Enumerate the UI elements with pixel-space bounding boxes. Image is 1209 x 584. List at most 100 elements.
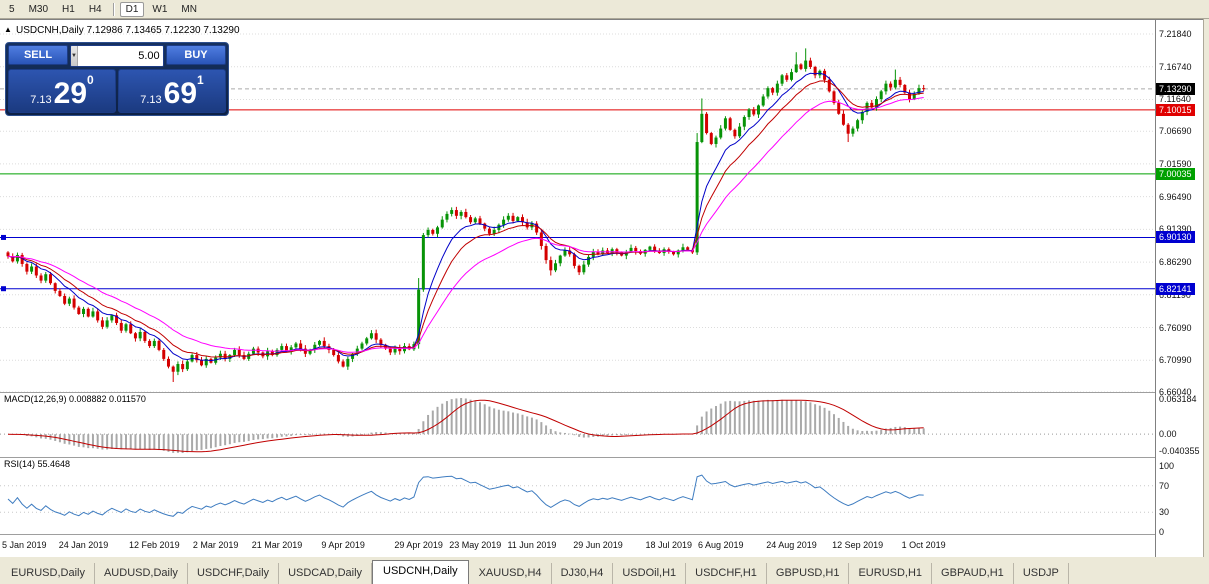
buy-price-big: 69: [163, 77, 198, 110]
price-axis-label: 7.16740: [1159, 62, 1192, 72]
rsi-scale-label: 0: [1159, 527, 1165, 537]
date-axis-label: 6 Aug 2019: [698, 540, 744, 550]
horizontal-level-lines[interactable]: [0, 109, 1155, 292]
sell-price-sup: 0: [87, 73, 94, 87]
sell-price-prefix: 7.13: [30, 94, 52, 106]
price-axis-label: 6.81190: [1159, 290, 1191, 300]
chart-tab-eurusd-daily[interactable]: EURUSD,Daily: [2, 563, 95, 584]
chart-tab-gbpaud-h1[interactable]: GBPAUD,H1: [932, 563, 1014, 584]
volume-control: ▼ ▲ ▼: [70, 45, 164, 67]
price-axis-label: 6.86290: [1159, 257, 1192, 267]
timeframe-button-h4[interactable]: H4: [88, 3, 102, 15]
price-axis-label: 7.11640: [1159, 94, 1191, 104]
pane-separator-rsi[interactable]: [0, 457, 1203, 458]
window-border: [1203, 19, 1209, 557]
price-axis-label: 6.76090: [1159, 323, 1192, 333]
volume-dropdown-button[interactable]: ▼: [71, 46, 78, 66]
price-axis-label: 6.96490: [1159, 192, 1192, 202]
date-axis: 5 Jan 2019 24 Jan 2019 12 Feb 2019 2 Mar 20…: [2, 540, 946, 550]
price-axis-tag-hline[interactable]: 7.10015: [1156, 104, 1195, 116]
moving-average-line-8: [7, 72, 924, 362]
sell-price-panel[interactable]: 7.13 29 0: [8, 69, 116, 113]
price-axis-tag-hline[interactable]: 6.82141: [1156, 283, 1195, 295]
chart-tab-usdoil-h1[interactable]: USDOil,H1: [613, 563, 687, 584]
chart-tab-usdchf-h1[interactable]: USDCHF,H1: [686, 563, 767, 584]
sell-button[interactable]: SELL: [8, 45, 68, 65]
chart-tab-xauusd-h4[interactable]: XAUUSD,H4: [470, 563, 552, 584]
moving-average-line-13: [7, 80, 924, 358]
price-axis: 7.21840 7.16740 7.11640 7.06690 7.01590 6.964…: [1155, 20, 1203, 558]
date-axis-label: 1 Oct 2019: [902, 540, 946, 550]
price-axis-tag-current: 7.13290: [1156, 83, 1195, 95]
chart-tab-dj30-h4[interactable]: DJ30,H4: [552, 563, 614, 584]
macd-histogram: [11, 398, 925, 453]
date-axis-label: 23 May 2019: [449, 540, 501, 550]
volume-input[interactable]: [77, 46, 163, 66]
date-axis-label: 5 Jan 2019: [2, 540, 47, 550]
date-axis-label: 21 Mar 2019: [252, 540, 303, 550]
chart-window: 5 Jan 2019 24 Jan 2019 12 Feb 2019 2 Mar 20…: [0, 19, 1203, 558]
chart-title: USDCNH,Daily 7.12986 7.13465 7.12230 7.1…: [16, 25, 240, 36]
date-axis-label: 12 Sep 2019: [832, 540, 883, 550]
chart-ohlc-values: 7.12986 7.13465 7.12230 7.13290: [86, 25, 240, 36]
date-axis-label: 29 Apr 2019: [394, 540, 443, 550]
toolbar-separator: [112, 2, 115, 16]
timeframe-button-w1[interactable]: W1: [152, 3, 168, 15]
chart-symbol-period: USDCNH,Daily: [16, 25, 84, 36]
price-axis-tag-hline[interactable]: 7.00035: [1156, 168, 1195, 180]
collapse-one-click-arrow[interactable]: ▲: [4, 25, 12, 34]
macd-scale-label: 0.063184: [1159, 394, 1197, 404]
timeframe-button-mn[interactable]: MN: [181, 3, 197, 15]
buy-button[interactable]: BUY: [166, 45, 226, 65]
date-axis-label: 11 Jun 2019: [507, 540, 556, 550]
macd-scale-label: 0.00: [1159, 429, 1177, 439]
one-click-price-row: 7.13 29 0 7.13 69 1: [8, 69, 226, 113]
date-axis-label: 12 Feb 2019: [129, 540, 180, 550]
chart-tab-audusd-daily[interactable]: AUDUSD,Daily: [95, 563, 188, 584]
sell-price-big: 29: [53, 77, 88, 110]
pane-separator-macd[interactable]: [0, 392, 1203, 393]
date-axis-label: 18 Jul 2019: [646, 540, 693, 550]
moving-average-line-24: [7, 97, 924, 353]
macd-scale-label: -0.040355: [1159, 446, 1200, 456]
timeframe-button-m30[interactable]: M30: [28, 3, 49, 15]
macd-signal-line: [7, 399, 924, 453]
date-axis-label: 9 Apr 2019: [321, 540, 365, 550]
rsi-indicator-label: RSI(14) 55.4648: [4, 459, 71, 469]
chart-tab-usdcnh-daily[interactable]: USDCNH,Daily: [372, 560, 469, 584]
timeframe-button-h1[interactable]: H1: [62, 3, 75, 15]
chart-tab-usdchf-daily[interactable]: USDCHF,Daily: [188, 563, 280, 584]
chart-canvas[interactable]: 5 Jan 2019 24 Jan 2019 12 Feb 2019 2 Mar 20…: [0, 20, 1155, 558]
one-click-trading-panel: SELL ▼ ▲ ▼ BUY 7.13 29 0 7: [5, 42, 229, 116]
rsi-scale-label: 70: [1159, 481, 1170, 491]
price-axis-label: 6.91390: [1159, 224, 1192, 234]
date-axis-label: 2 Mar 2019: [193, 540, 239, 550]
buy-price-panel[interactable]: 7.13 69 1: [118, 69, 226, 113]
timeframe-toolbar: 5 M30 H1 H4 D1 W1 MN: [0, 0, 1209, 19]
price-axis-label: 7.06690: [1159, 126, 1192, 136]
date-axis-label: 24 Jan 2019: [59, 540, 109, 550]
chart-tab-eurusd-h1[interactable]: EURUSD,H1: [849, 563, 933, 584]
price-axis-tag-hline[interactable]: 6.90130: [1156, 231, 1195, 243]
timeframe-button-d1[interactable]: D1: [119, 1, 145, 17]
buy-price-sup: 1: [197, 73, 204, 87]
price-axis-label: 6.66040: [1159, 387, 1192, 397]
chart-tab-bar: EURUSD,Daily AUDUSD,Daily USDCHF,Daily USDC…: [0, 557, 1203, 584]
price-axis-label: 7.01590: [1159, 159, 1192, 169]
buy-price-prefix: 7.13: [140, 94, 162, 106]
price-axis-label: 7.21840: [1159, 29, 1192, 39]
chart-tab-gbpusd-h1[interactable]: GBPUSD,H1: [767, 563, 850, 584]
timeframe-button-5[interactable]: 5: [9, 3, 15, 15]
rsi-scale-label: 100: [1159, 461, 1175, 471]
one-click-top-row: SELL ▼ ▲ ▼ BUY: [8, 45, 226, 67]
price-axis-label: 6.70990: [1159, 355, 1192, 365]
date-axis-label: 29 Jun 2019: [573, 540, 623, 550]
pane-separator-dates[interactable]: [0, 534, 1203, 535]
date-axis-label: 24 Aug 2019: [766, 540, 817, 550]
macd-indicator-label: MACD(12,26,9) 0.008882 0.011570: [4, 394, 146, 404]
rsi-scale-label: 30: [1159, 507, 1170, 517]
rsi-line: [7, 474, 924, 517]
chart-tab-usdjp[interactable]: USDJP: [1014, 563, 1069, 584]
chart-tab-usdcad-daily[interactable]: USDCAD,Daily: [279, 563, 373, 584]
